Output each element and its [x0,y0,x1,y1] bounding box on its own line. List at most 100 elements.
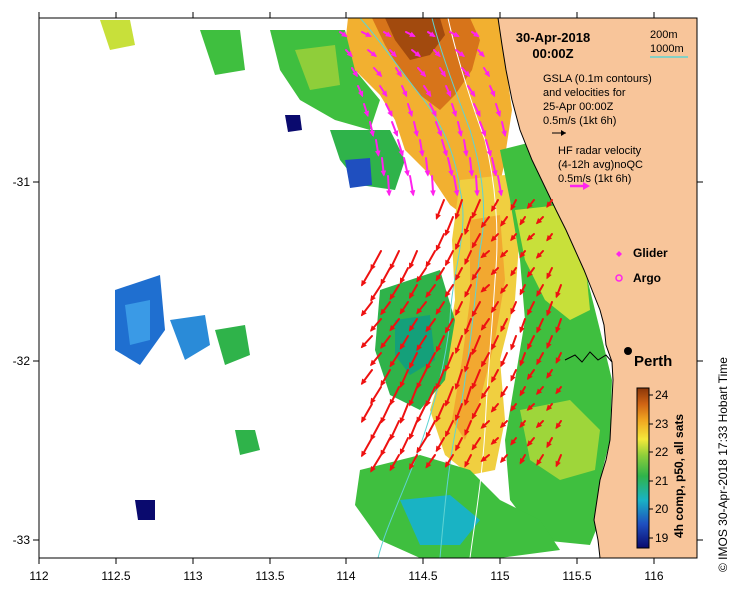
hf-arrow-head [389,263,395,271]
hf-arrow-head [455,243,461,251]
x-tick-label: 115.5 [562,569,591,583]
y-tick-label: -33 [13,533,31,547]
hf-reference-label: 0.5m/s (1kt 6h) [558,173,631,185]
perth-marker [624,347,632,355]
colorbar-ticks [649,394,653,539]
x-tick-label: 113.5 [255,569,284,583]
hf-arrow-head [499,251,507,258]
gsla-arrow-head [442,150,448,157]
hf-arrow-head [399,448,406,456]
hf-arrow-head [471,382,477,390]
hf-arrow-head [408,433,415,440]
hf-arrow-head [360,341,367,349]
hf-arrow-head [416,275,422,283]
gsla-arrow-head [381,90,388,98]
y-axis: -31 -32 -33 [13,175,703,547]
x-tick-label: 113 [183,569,202,583]
gsla-arrow-head [369,130,375,137]
hf-arrow-head [490,269,497,276]
hf-arrow-head [416,416,422,424]
hf-arrow-head [435,244,441,252]
hf-legend-line: (4-12h avg)noQC [558,159,643,171]
hf-arrow-head [471,273,478,281]
gsla-arrow-head [374,150,381,157]
hf-arrow-head [500,220,506,227]
hf-arrow-head [526,271,533,278]
argo-label: Argo [633,271,661,285]
x-tick-label: 115 [490,569,509,583]
colorbar-tick-label: 20 [655,502,669,516]
gsla-arrow-head [464,70,471,78]
hf-arrow-head [360,309,367,317]
hf-arrow-head [464,460,470,468]
hf-arrow-head [519,251,526,259]
gsla-arrow-head [492,170,498,177]
hf-arrow-head [454,347,461,355]
hf-arrow-head [527,343,533,350]
hf-arrow-head [444,290,451,298]
swan-river [564,351,613,363]
hf-arrow-head [425,400,431,407]
hf-arrow-head [425,261,432,268]
hf-arrow-head [464,228,470,236]
date-title: 30-Apr-2018 [516,30,590,45]
time-title: 00:00Z [532,46,573,61]
hf-arrow-head [491,205,497,212]
gsla-arrow-head [425,90,432,98]
bathymetry-contours [359,18,498,558]
hf-arrow-head [425,432,431,439]
x-tick-label: 114 [336,569,355,583]
gsla-arrow-head [370,51,377,58]
hf-arrow-head [463,365,470,373]
gsla-arrow-head [376,70,383,78]
hf-arrow-head [546,404,553,412]
hf-arrow-head [510,439,517,446]
hf-arrow-head [491,376,497,383]
gsla-arrow-head [407,110,414,118]
gsla-arrow-head [473,31,480,38]
y-tick-label: -31 [13,175,31,189]
hf-arrow-head [510,405,517,412]
x-axis: 112 112.5 113 113.5 114 114.5 115 115.5 … [29,12,664,583]
gsla-arrow-head [390,50,397,58]
y-tick-label: -32 [13,354,31,368]
gsla-arrow-head [462,150,469,157]
gsla-arrow-head [404,170,410,177]
hf-arrow-head [510,374,516,382]
gsla-reference-arrowhead [561,130,566,136]
hf-arrow-head [464,328,470,335]
hf-arrow-head [389,398,395,406]
hf-arrow-head [399,308,406,315]
gsla-arrow-head [429,31,436,38]
gsla-arrow-head [420,70,427,78]
hf-arrow-head [526,202,533,209]
gsla-arrow-head [402,90,408,98]
hf-arrow-head [370,466,376,473]
hf-arrow-head [380,342,387,349]
hf-arrow-head [463,399,470,406]
hf-arrow-head [480,360,487,368]
gsla-arrow-head [484,70,490,78]
x-tick-label: 114.5 [408,569,437,583]
hf-arrow-head [526,440,533,447]
hf-arrow-head [546,342,552,349]
hf-arrow-head [535,218,543,225]
hf-arrow-head [490,406,497,413]
gsla-arrow-head [448,170,454,177]
hf-arrow-head [380,379,386,387]
gsla-arrow-head [469,90,476,98]
hf-arrow-head [546,272,552,280]
hf-arrow-head [399,381,405,389]
hf-arrow-head [464,291,470,298]
hf-arrow-head [454,212,461,220]
hf-arrow-head [444,364,451,372]
gsla-arrow-head [386,190,392,197]
gsla-arrow-head [458,51,465,58]
hf-arrow-head [416,344,422,352]
x-tick-label: 112 [29,569,48,583]
gsla-arrow-head [490,90,496,98]
hf-arrow-head [510,308,516,315]
hf-arrow-head [535,421,543,429]
hf-arrow-head [471,241,478,249]
